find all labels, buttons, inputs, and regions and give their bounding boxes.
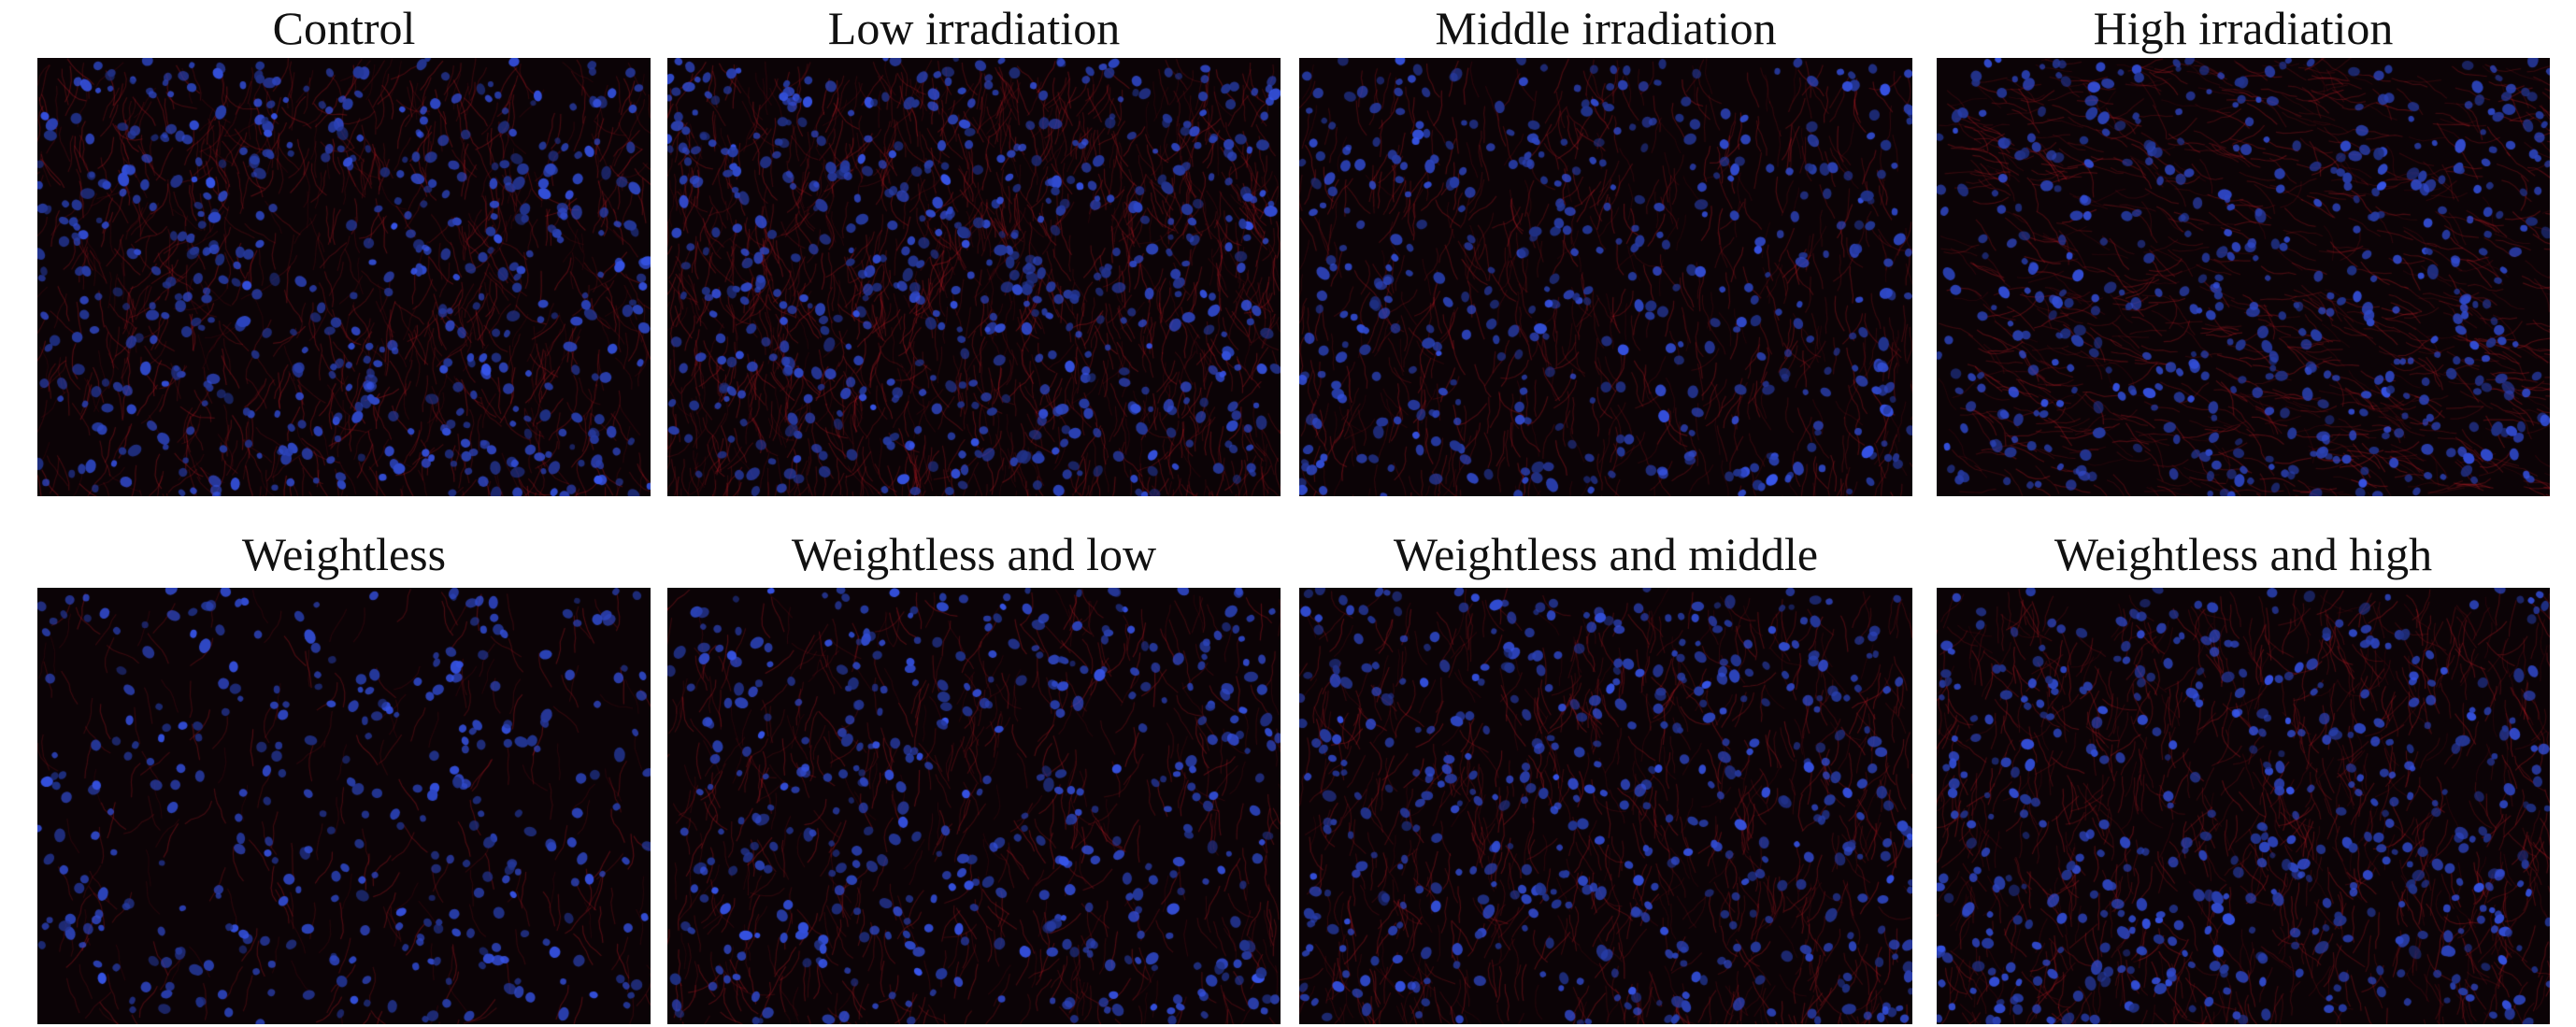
panel-title-high-irradiation: High irradiation xyxy=(2093,2,2394,54)
micrograph-weightless-middle xyxy=(1299,588,1912,1024)
panel-title-weightless-high: Weightless and high xyxy=(2054,528,2433,580)
micrograph-weightless-high xyxy=(1937,588,2550,1024)
micrograph-high-irradiation xyxy=(1937,58,2550,496)
panel-title-low-irradiation: Low irradiation xyxy=(827,2,1121,54)
micrograph-control xyxy=(37,58,651,496)
panel-title-weightless-middle: Weightless and middle xyxy=(1393,528,1819,580)
panel-title-weightless: Weightless xyxy=(241,528,447,580)
micrograph-weightless-low xyxy=(667,588,1281,1024)
panel-title-control: Control xyxy=(272,2,416,54)
micrograph-low-irradiation xyxy=(667,58,1281,496)
micrograph-weightless xyxy=(37,588,651,1024)
panel-title-middle-irradiation: Middle irradiation xyxy=(1435,2,1777,54)
micrograph-middle-irradiation xyxy=(1299,58,1912,496)
panel-title-weightless-low: Weightless and low xyxy=(791,528,1157,580)
